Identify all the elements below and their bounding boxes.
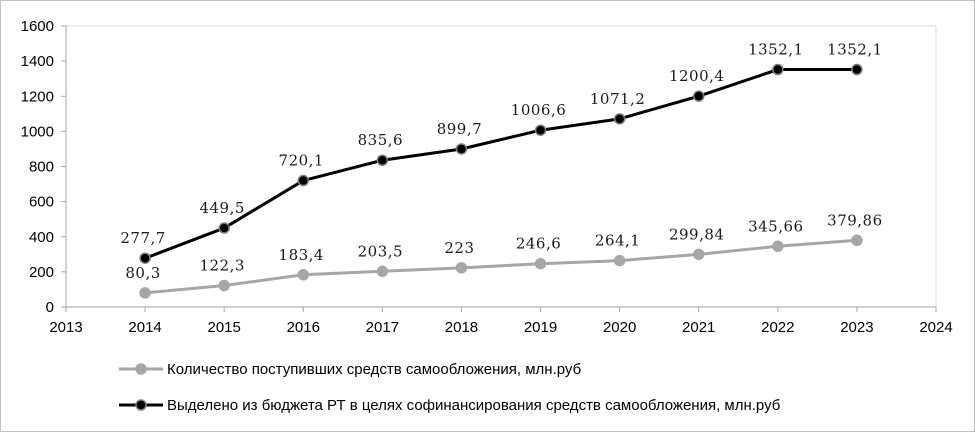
data-point xyxy=(297,269,310,281)
x-tick-label: 2018 xyxy=(445,319,478,336)
x-tick-label: 2022 xyxy=(761,319,794,336)
y-tick-label: 1000 xyxy=(21,123,54,140)
data-label: 1200,4 xyxy=(669,67,725,85)
data-point xyxy=(455,143,468,155)
x-tick-label: 2013 xyxy=(49,319,82,336)
data-point xyxy=(139,252,151,264)
x-tick-label: 2015 xyxy=(207,319,240,336)
data-point xyxy=(692,90,705,102)
legend-item-1: Количество поступивших средств самооблож… xyxy=(119,361,581,378)
y-tick-label: 1600 xyxy=(21,18,54,35)
data-label: 277,7 xyxy=(120,229,165,247)
data-label: 379,86 xyxy=(827,211,883,229)
data-point xyxy=(613,254,626,267)
data-label: 1071,2 xyxy=(590,90,646,108)
series-1 xyxy=(139,234,863,299)
y-tick-label: 400 xyxy=(29,229,54,246)
legend-item-2: Выделено из бюджета РТ в целях софинанси… xyxy=(119,397,780,414)
x-tick-label: 2014 xyxy=(128,319,161,336)
data-point xyxy=(218,222,230,234)
legend-label: Количество поступивших средств самооблож… xyxy=(167,361,581,378)
data-label: 203,5 xyxy=(358,242,403,260)
x-tick-label: 2019 xyxy=(524,319,557,336)
y-tick-label: 1400 xyxy=(21,53,54,70)
x-tick-label: 2024 xyxy=(919,319,952,336)
legend-marker xyxy=(135,399,147,411)
data-label: 246,6 xyxy=(516,235,561,253)
series-layer xyxy=(139,63,863,299)
data-point xyxy=(534,124,547,136)
data-label: 345,66 xyxy=(748,217,804,235)
x-tick-label: 2017 xyxy=(366,319,399,336)
x-tick-label: 2020 xyxy=(603,319,636,336)
data-label: 835,6 xyxy=(358,131,403,149)
legend-marker xyxy=(135,363,147,375)
axes: 0 200 400 600 800 1000 1200 1400 1600 2013 2014 201… xyxy=(21,18,953,336)
data-label: 1352,1 xyxy=(827,41,883,59)
series-2 xyxy=(139,63,863,264)
data-point xyxy=(376,265,389,278)
data-label: 899,7 xyxy=(437,120,482,138)
legend-label: Выделено из бюджета РТ в целях софинанси… xyxy=(167,397,780,414)
x-tick-label: 2023 xyxy=(840,319,873,336)
y-tick-label: 0 xyxy=(46,299,54,316)
series-line xyxy=(144,68,857,260)
data-point xyxy=(692,248,705,261)
y-tick-label: 1200 xyxy=(21,88,54,105)
data-point xyxy=(139,287,151,299)
y-tick-label: 600 xyxy=(29,194,54,211)
data-labels: 80,3 122,3 183,4 203,5 223 246,6 264,1 299,84 34… xyxy=(120,41,882,282)
data-label: 122,3 xyxy=(199,257,244,275)
data-point xyxy=(534,257,547,270)
data-point xyxy=(376,154,389,166)
data-point xyxy=(772,240,784,253)
data-label: 80,3 xyxy=(125,264,160,282)
data-point xyxy=(772,63,784,76)
data-point xyxy=(613,113,626,125)
data-label: 299,84 xyxy=(669,225,725,243)
data-label: 720,1 xyxy=(279,152,324,170)
data-point xyxy=(851,63,863,76)
data-label: 264,1 xyxy=(595,232,640,250)
data-label: 449,5 xyxy=(199,199,244,217)
x-tick-label: 2021 xyxy=(682,319,715,336)
data-label: 223 xyxy=(444,239,474,257)
data-point xyxy=(455,262,468,274)
y-tick-label: 800 xyxy=(29,159,54,176)
data-label: 1352,1 xyxy=(748,41,804,59)
data-point xyxy=(218,279,230,292)
data-point xyxy=(297,174,310,187)
data-label: 1006,6 xyxy=(511,101,567,119)
data-point xyxy=(851,234,863,247)
y-tick-label: 200 xyxy=(29,264,54,281)
legend: Количество поступивших средств самооблож… xyxy=(119,361,780,414)
series-line xyxy=(144,238,858,295)
x-tick-label: 2016 xyxy=(287,319,320,336)
data-label: 183,4 xyxy=(279,246,324,264)
